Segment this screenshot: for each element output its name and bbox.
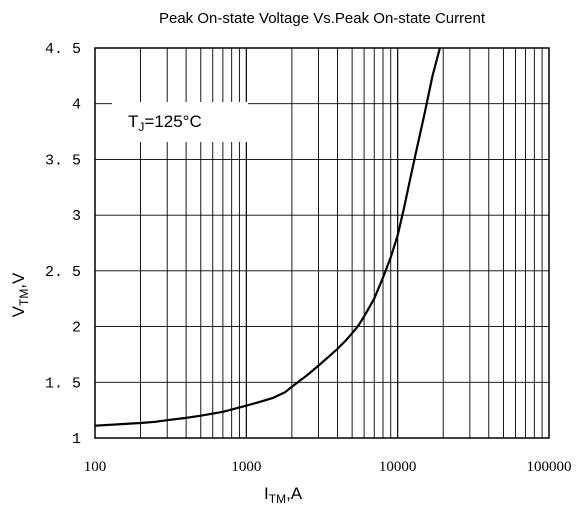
y-axis-label: VTM,V <box>9 272 31 317</box>
annotation-rest: =125°C <box>144 112 201 131</box>
y-axis-label-rest: ,V <box>9 272 28 289</box>
y-axis-label-main: V <box>9 305 28 317</box>
y-tick-label: 1. 5 <box>45 375 81 392</box>
y-tick-labels: 1 1. 5 2 2. 5 3 3. 5 4 4. 5 <box>45 41 81 448</box>
x-tick-label: 1000 <box>231 459 261 475</box>
y-axis-label-sub: TM <box>17 289 31 306</box>
y-tick-label: 3. 5 <box>45 152 81 169</box>
x-axis-label-main: I <box>264 484 269 503</box>
annotation-box <box>112 102 248 142</box>
x-tick-label: 100 <box>84 459 107 475</box>
y-tick-label: 3 <box>72 208 81 225</box>
y-tick-label: 2 <box>72 320 81 337</box>
x-axis-label: ITM,A <box>264 484 303 506</box>
y-tick-label: 1 <box>72 431 81 448</box>
chart-title: Peak On-state Voltage Vs.Peak On-state C… <box>159 10 486 27</box>
annotation: TJ=125°C <box>128 112 202 134</box>
x-axis-label-rest: ,A <box>286 484 303 503</box>
x-tick-label: 100000 <box>527 459 572 475</box>
y-tick-label: 4. 5 <box>45 41 81 58</box>
y-tick-label: 4 <box>72 97 81 114</box>
plot-frame <box>94 47 550 439</box>
annotation-sub: J <box>138 120 144 134</box>
x-tick-label: 10000 <box>379 459 417 475</box>
series-line <box>94 47 441 427</box>
x-tick-labels: 100 1000 10000 100000 <box>84 459 572 475</box>
y-tick-label: 2. 5 <box>45 264 81 281</box>
annotation-main: T <box>128 112 138 131</box>
x-axis-label-sub: TM <box>269 492 286 506</box>
